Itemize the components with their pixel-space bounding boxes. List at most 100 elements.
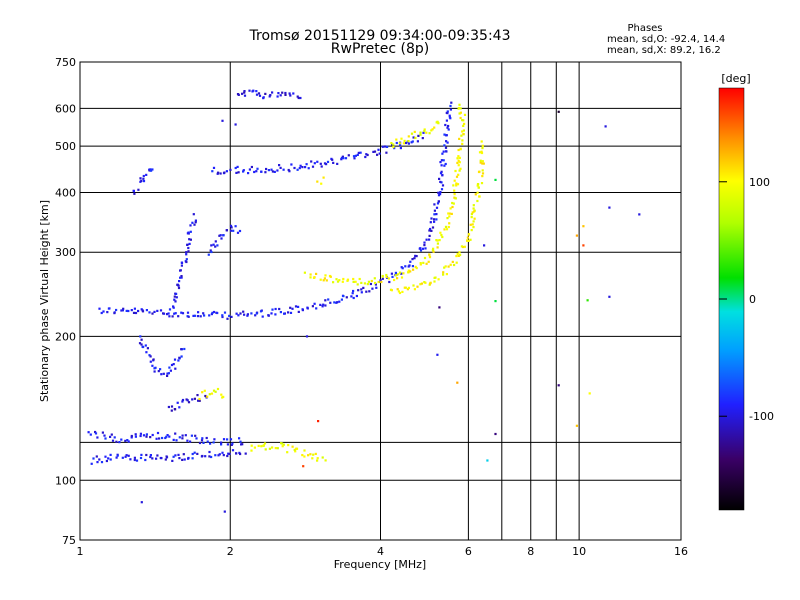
data-point bbox=[478, 170, 481, 173]
data-point bbox=[288, 92, 291, 95]
data-point bbox=[109, 453, 112, 456]
data-point bbox=[180, 276, 183, 279]
data-point bbox=[462, 129, 465, 132]
data-point bbox=[181, 437, 184, 440]
data-point bbox=[260, 170, 263, 173]
data-point bbox=[390, 272, 393, 275]
x-tick-label: 10 bbox=[572, 545, 586, 558]
data-point bbox=[324, 299, 327, 302]
data-point bbox=[400, 276, 404, 279]
data-point bbox=[223, 171, 226, 174]
data-point bbox=[194, 434, 197, 437]
data-point bbox=[435, 206, 439, 209]
data-point bbox=[262, 444, 265, 447]
data-point bbox=[366, 283, 369, 286]
data-point bbox=[181, 398, 185, 402]
data-point bbox=[448, 215, 451, 218]
data-point bbox=[168, 315, 171, 318]
data-point bbox=[109, 458, 112, 461]
data-point bbox=[332, 281, 335, 284]
data-point bbox=[409, 270, 412, 273]
data-point bbox=[433, 209, 436, 212]
data-point bbox=[358, 277, 361, 281]
data-point bbox=[239, 440, 242, 443]
data-point bbox=[220, 237, 223, 240]
data-point bbox=[229, 438, 233, 441]
data-point bbox=[386, 145, 389, 148]
data-point bbox=[421, 137, 424, 140]
data-point bbox=[230, 315, 233, 318]
data-point bbox=[477, 183, 480, 186]
data-point bbox=[226, 443, 229, 446]
data-point bbox=[174, 292, 177, 295]
data-point bbox=[212, 166, 216, 169]
data-point bbox=[217, 454, 220, 457]
data-point bbox=[473, 210, 476, 213]
data-point bbox=[455, 261, 458, 264]
data-point bbox=[364, 155, 367, 159]
data-point bbox=[189, 224, 192, 227]
data-point bbox=[438, 306, 441, 309]
data-point bbox=[256, 167, 259, 170]
data-point bbox=[446, 126, 449, 129]
data-point bbox=[180, 264, 183, 267]
data-point bbox=[235, 452, 238, 455]
data-point bbox=[303, 449, 306, 452]
data-point bbox=[171, 315, 174, 318]
data-point bbox=[217, 171, 220, 174]
data-point bbox=[187, 231, 190, 234]
data-point bbox=[309, 273, 312, 276]
data-point bbox=[403, 139, 406, 142]
data-point bbox=[262, 97, 265, 100]
data-point bbox=[211, 311, 214, 314]
data-point bbox=[322, 303, 325, 306]
data-point bbox=[168, 366, 171, 369]
data-point bbox=[305, 335, 309, 338]
data-point bbox=[425, 131, 428, 134]
data-point bbox=[481, 144, 484, 147]
data-point bbox=[187, 401, 191, 404]
data-point bbox=[149, 168, 152, 171]
data-point bbox=[134, 311, 138, 315]
data-point bbox=[377, 280, 380, 284]
data-point bbox=[197, 399, 200, 402]
stats-x-line: mean, sd,X: 89.2, 16.2 bbox=[607, 45, 721, 56]
data-point bbox=[393, 278, 396, 282]
data-point bbox=[357, 151, 360, 154]
data-point bbox=[142, 434, 146, 437]
data-point bbox=[221, 451, 224, 454]
data-point bbox=[140, 338, 143, 341]
data-point bbox=[457, 159, 460, 162]
data-point bbox=[319, 303, 322, 306]
data-point bbox=[449, 207, 452, 210]
data-point bbox=[450, 212, 453, 215]
data-point bbox=[255, 93, 259, 96]
data-point bbox=[142, 180, 146, 183]
data-point bbox=[115, 308, 118, 312]
data-point bbox=[317, 420, 320, 423]
data-point bbox=[444, 123, 447, 127]
data-point bbox=[174, 300, 177, 303]
data-point bbox=[255, 170, 258, 173]
data-point bbox=[421, 247, 425, 250]
data-point bbox=[144, 344, 147, 347]
data-point bbox=[228, 452, 231, 455]
data-point bbox=[446, 217, 449, 220]
data-point bbox=[198, 441, 202, 445]
data-point bbox=[460, 134, 463, 137]
data-point bbox=[121, 309, 124, 312]
data-point bbox=[189, 230, 192, 233]
data-point bbox=[295, 447, 299, 450]
data-point bbox=[638, 213, 641, 216]
data-point bbox=[395, 141, 398, 145]
data-point bbox=[469, 223, 472, 226]
data-point bbox=[137, 188, 140, 191]
data-point bbox=[414, 136, 417, 139]
data-point bbox=[588, 392, 591, 395]
data-point bbox=[461, 139, 464, 142]
data-point bbox=[208, 393, 211, 396]
data-point bbox=[455, 184, 458, 187]
data-point bbox=[96, 436, 99, 439]
data-point bbox=[325, 279, 328, 282]
data-point bbox=[216, 244, 219, 247]
